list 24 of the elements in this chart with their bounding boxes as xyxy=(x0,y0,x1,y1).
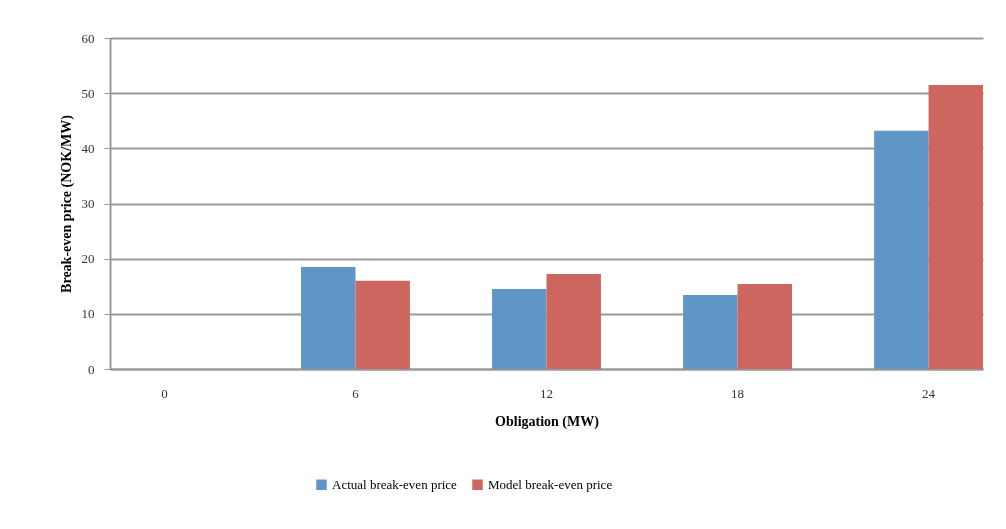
x-tick-label: 18 xyxy=(731,385,745,401)
bar xyxy=(737,284,792,369)
bar xyxy=(874,130,929,369)
x-tick-label: 6 xyxy=(352,385,360,401)
bar xyxy=(683,295,738,369)
bar xyxy=(301,266,356,369)
y-tick-label: 50 xyxy=(81,85,95,101)
x-tick-label: 0 xyxy=(161,385,168,401)
x-tick-label: 24 xyxy=(922,385,936,401)
x-axis-title: Obligation (MW) xyxy=(495,413,600,430)
y-tick-label: 60 xyxy=(81,30,95,46)
bar xyxy=(928,84,983,369)
y-tick-label: 10 xyxy=(81,306,95,322)
bar xyxy=(355,280,410,369)
legend-label: Actual break-even price xyxy=(332,476,458,492)
y-tick-label: 40 xyxy=(81,140,95,156)
legend-label: Model break-even price xyxy=(488,476,613,492)
y-tick-label: 20 xyxy=(81,251,95,267)
bar xyxy=(546,274,601,369)
bar xyxy=(492,289,547,369)
y-axis-title: Break-even price (NOK/MW) xyxy=(58,114,75,293)
x-tick-label: 12 xyxy=(540,385,553,401)
y-tick-label: 0 xyxy=(88,361,95,377)
y-tick-label: 30 xyxy=(81,196,95,211)
